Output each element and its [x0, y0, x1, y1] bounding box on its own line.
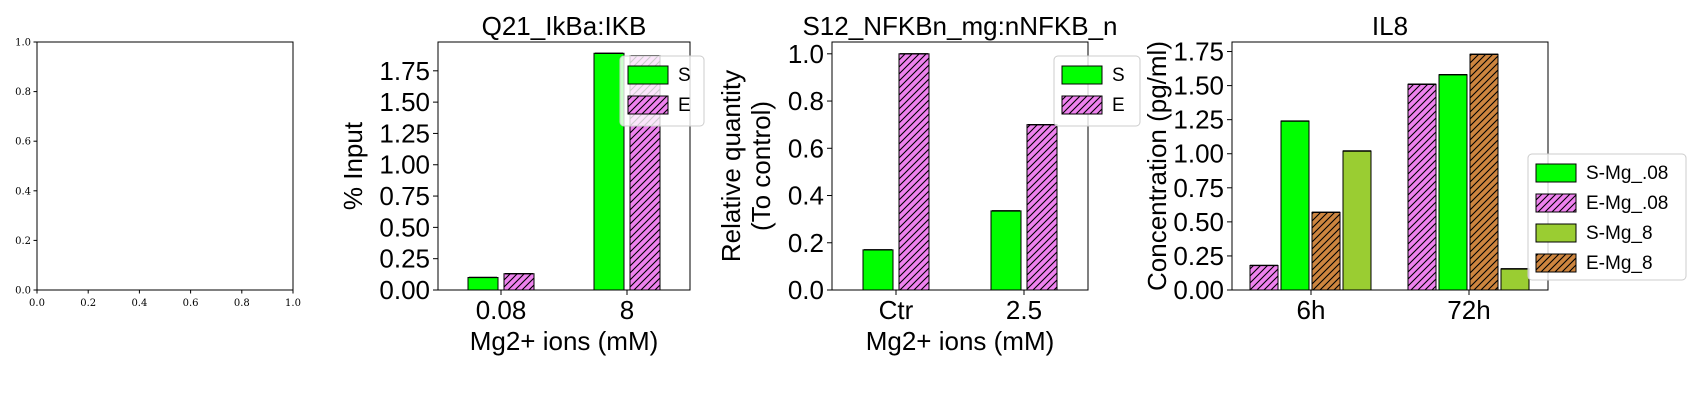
x-tick-label: 0.8 — [234, 298, 250, 309]
legend-label: E-Mg_.08 — [1586, 193, 1668, 214]
legend-frame — [1527, 153, 1687, 281]
y-axis-label: % Input — [338, 121, 368, 210]
bar — [862, 249, 894, 291]
x-tick-label: 72h — [1447, 295, 1490, 325]
axes-frame — [1231, 41, 1549, 291]
bar — [990, 210, 1022, 291]
y-tick-label: 1.25 — [1173, 105, 1224, 135]
x-axis-label: Mg2+ ions (mM) — [866, 326, 1055, 356]
bar — [1342, 150, 1372, 291]
legend-label: E-Mg_8 — [1586, 253, 1653, 274]
y-tick-label: 0.4 — [15, 186, 31, 197]
y-tick-label: 0.6 — [788, 133, 824, 163]
x-tick-label: 8 — [620, 295, 634, 325]
legend: SE — [619, 55, 705, 127]
y-tick-label: 1.00 — [379, 150, 430, 180]
legend-swatch — [1535, 163, 1577, 183]
y-tick-label: 0.75 — [1173, 173, 1224, 203]
bar-hatch — [1027, 124, 1057, 291]
x-tick-label: 2.5 — [1006, 295, 1042, 325]
legend: SE — [1053, 55, 1141, 127]
y-tick-label: 0.2 — [15, 236, 31, 247]
bar-hatch — [1470, 54, 1498, 291]
bar-hatch — [1408, 84, 1436, 290]
bar-hatch — [504, 273, 534, 290]
y-tick-label: 1.0 — [15, 38, 31, 49]
chart-title: S12_NFKBn_mg:nNFKB_n — [802, 11, 1117, 41]
legend-swatch-hatch — [1536, 254, 1576, 272]
x-tick-label: 0.2 — [80, 298, 96, 309]
panel-il8-chart: 0.00 0.25 0.50 0.75 1.00 1.25 1.50 1.75 6h 72h IL8… — [1142, 11, 1687, 325]
y-tick-label: 1.0 — [788, 39, 824, 69]
legend-swatch-hatch — [1536, 194, 1576, 212]
legend-swatch-hatch — [1062, 96, 1102, 114]
y-tick-label: 0.00 — [1173, 275, 1224, 305]
y-tick-label: 0.8 — [15, 87, 31, 98]
chart-title: IL8 — [1372, 11, 1408, 41]
y-tick-label: 0.50 — [379, 212, 430, 242]
axes-frame — [831, 41, 1089, 291]
panel-empty-axes: 0.0 0.2 0.4 0.6 0.8 1.0 0.0 0.2 0.4 0.6 0.8 1.0 — [15, 38, 301, 310]
y-tick-label: 1.75 — [1173, 37, 1224, 67]
y-tick-label: 1.50 — [1173, 71, 1224, 101]
y-tick-label: 0.4 — [788, 181, 824, 211]
legend-label: S-Mg_.08 — [1586, 163, 1668, 184]
legend-swatch — [1535, 223, 1577, 243]
x-tick-label: 0.4 — [131, 298, 147, 309]
x-tick-label: Ctr — [879, 295, 914, 325]
y-tick-label: 0.25 — [1173, 241, 1224, 271]
y-tick-label: 0.2 — [788, 228, 824, 258]
x-tick-label: 1.0 — [285, 298, 301, 309]
bar-hatch — [1312, 212, 1340, 290]
legend-label: E — [678, 95, 691, 116]
legend-swatch — [1061, 65, 1103, 85]
axes-frame — [36, 41, 294, 291]
y-tick-label: 0.6 — [15, 137, 31, 148]
x-tick-label: 0.08 — [476, 295, 527, 325]
y-tick-label: 0.0 — [788, 275, 824, 305]
legend-label: E — [1112, 95, 1125, 116]
legend-swatch — [627, 65, 669, 85]
bar — [467, 276, 499, 291]
legend-label: S-Mg_8 — [1586, 223, 1653, 244]
x-axis-label: Mg2+ ions (mM) — [470, 326, 659, 356]
bar-hatch — [899, 53, 929, 290]
panel-q21-chart: 0.000.250.500.751.001.251.501.75 0.08 8 Q21… — [338, 11, 705, 356]
y-axis-label: (To control) — [746, 101, 776, 231]
bar — [593, 52, 625, 291]
y-tick-label: 0.8 — [788, 86, 824, 116]
y-tick-label: 1.50 — [379, 87, 430, 117]
y-tick-label: 0.00 — [379, 275, 430, 305]
panel-s12-chart: 0.0 0.2 0.4 0.6 0.8 1.0 Ctr 2.5 S12_NFKBn_mg:nNF… — [716, 11, 1141, 356]
y-tick-label: 0.50 — [1173, 207, 1224, 237]
y-tick-label: 0.25 — [379, 244, 430, 274]
bar — [1280, 120, 1310, 291]
y-tick-label: 1.25 — [379, 118, 430, 148]
x-tick-label: 0.0 — [29, 298, 45, 309]
legend-swatch-hatch — [628, 96, 668, 114]
bar — [1438, 74, 1468, 291]
legend-label: S — [1112, 65, 1125, 86]
axes-frame — [437, 41, 691, 291]
legend: S-Mg_.08 E-Mg_.08 S-Mg_8 E-Mg_8 — [1527, 153, 1687, 281]
y-axis-label: Concentration (pg/ml) — [1142, 41, 1172, 291]
x-tick-label: 0.6 — [183, 298, 199, 309]
y-axis-label: Relative quantity — [716, 70, 746, 262]
y-tick-label: 0.75 — [379, 181, 430, 211]
legend-label: S — [678, 65, 691, 86]
y-tick-label: 1.75 — [379, 56, 430, 86]
bar — [1500, 268, 1530, 291]
x-tick-label: 6h — [1297, 295, 1326, 325]
chart-title: Q21_IkBa:IKB — [482, 11, 647, 41]
y-tick-label: 0.0 — [15, 286, 31, 297]
y-tick-label: 1.00 — [1173, 139, 1224, 169]
bar-hatch — [1250, 265, 1278, 290]
